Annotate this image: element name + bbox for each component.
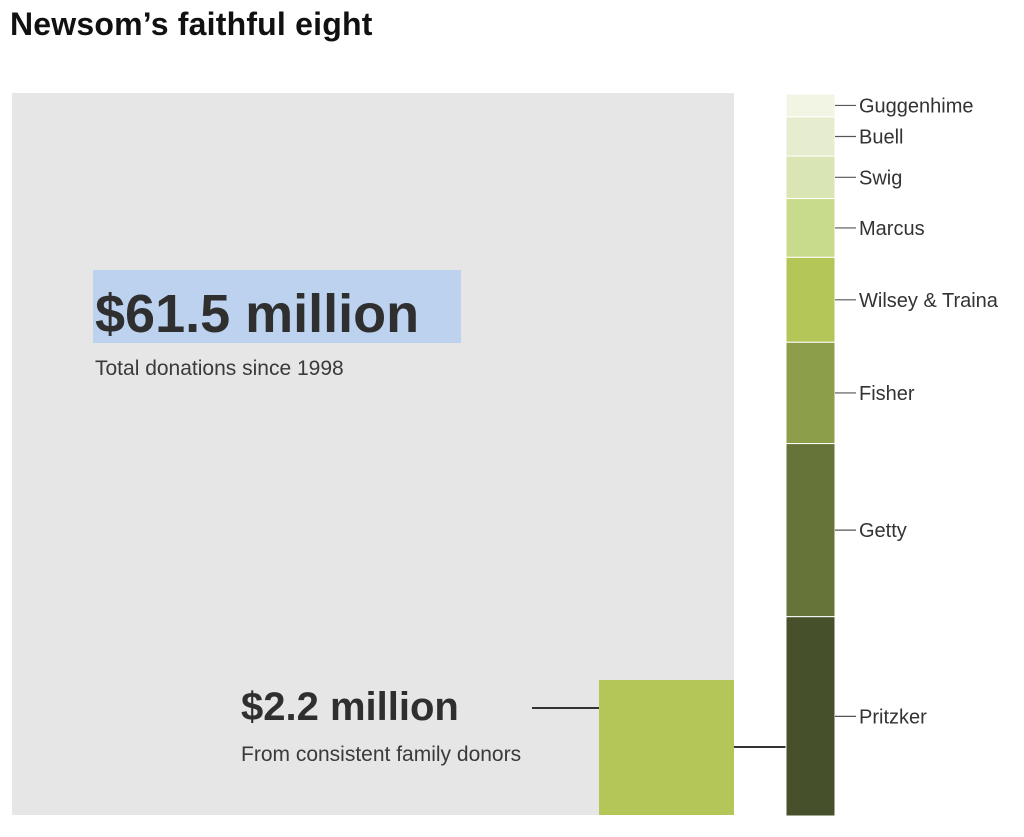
family-breakdown-stack: Guggenhime Buell Swig Marcus Wilsey & Traina… [785,93,999,817]
segment-marcus [785,198,836,258]
chart-title: Newsom’s faithful eight [10,6,373,42]
segment-wilsey-traina [785,256,836,343]
segment-label: Swig [859,167,902,189]
segment-label: Pritzker [859,706,927,728]
segment-swig [785,155,836,200]
segment-fisher [785,341,836,445]
segment-pritzker [785,616,836,817]
segment-label: Getty [859,520,907,542]
family-donors-box [599,680,734,815]
total-value: $61.5 million [95,284,419,344]
total-value-highlight [93,270,461,343]
segment-label: Fisher [859,383,915,405]
segment-label: Buell [859,126,903,148]
total-caption: Total donations since 1998 [95,357,344,380]
family-caption: From consistent family donors [241,743,521,766]
segment-buell [785,116,836,157]
family-value: $2.2 million [241,685,459,729]
segment-label: Guggenhime [859,95,974,117]
segment-getty [785,443,836,618]
segment-label: Marcus [859,218,925,240]
segment-label: Wilsey & Traina [859,290,999,312]
segment-guggenhime [785,93,836,118]
